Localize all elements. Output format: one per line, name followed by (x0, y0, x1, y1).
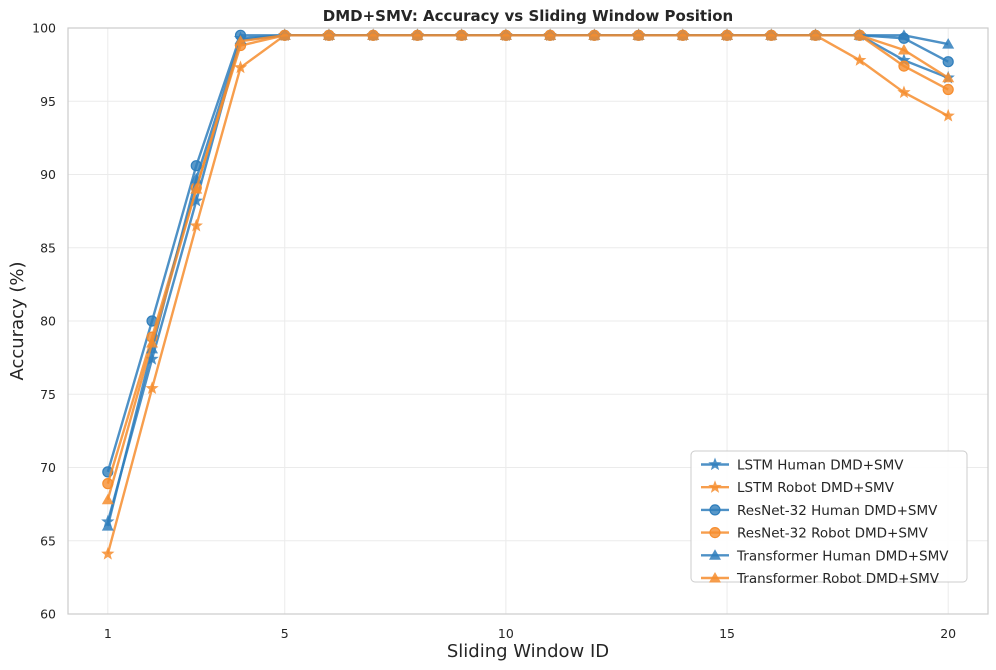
data-point (455, 29, 468, 40)
legend-entry: LSTM Robot DMD+SMV (701, 480, 895, 496)
data-point (189, 193, 203, 207)
y-tick-label: 85 (40, 240, 56, 255)
data-point (721, 29, 734, 40)
data-point (941, 108, 955, 122)
legend-entry: LSTM Human DMD+SMV (701, 457, 904, 474)
data-point (897, 85, 911, 99)
data-point (588, 29, 601, 40)
data-point (897, 43, 910, 55)
y-tick-label: 65 (40, 533, 56, 548)
data-point (942, 56, 954, 68)
legend-entry: Transformer Human DMD+SMV (701, 548, 949, 564)
legend-marker (709, 572, 721, 583)
data-point (145, 352, 159, 365)
legend-marker (708, 457, 722, 471)
data-point (146, 336, 159, 348)
y-tick-label: 60 (40, 607, 56, 622)
legend-entry: ResNet-32 Human DMD+SMV (701, 503, 938, 519)
data-point (189, 218, 203, 232)
data-point (632, 29, 645, 40)
data-point (544, 29, 557, 40)
data-point (234, 35, 247, 46)
data-point (101, 546, 115, 560)
legend-label: LSTM Human DMD+SMV (737, 458, 904, 474)
data-point (942, 83, 954, 96)
y-axis-label: Accuracy (%) (7, 261, 28, 380)
legend-label: ResNet-32 Robot DMD+SMV (737, 526, 929, 542)
data-point (278, 29, 291, 40)
x-tick-label: 5 (281, 626, 289, 641)
data-point (499, 29, 512, 40)
data-point (101, 493, 114, 505)
x-tick-label: 1 (104, 626, 112, 641)
x-tick-label: 20 (940, 626, 956, 641)
legend-box (690, 450, 968, 583)
data-point (411, 29, 424, 40)
legend-label: ResNet-32 Human DMD+SMV (737, 503, 938, 519)
data-point (765, 29, 778, 40)
legend-marker (709, 526, 721, 539)
series-5 (101, 29, 955, 505)
legend-label: Transformer Human DMD+SMV (736, 548, 949, 564)
data-point (233, 60, 248, 74)
legend-marker (709, 549, 721, 560)
series-line (106, 34, 949, 523)
data-point (853, 29, 866, 40)
data-point (145, 381, 159, 395)
legend-label: LSTM Robot DMD+SMV (737, 480, 895, 496)
legend: LSTM Human DMD+SMV LSTM Robot DMD+SMV ResN… (690, 450, 968, 587)
series-2 (102, 29, 954, 478)
y-tick-label: 95 (40, 94, 56, 109)
series-line (106, 34, 949, 501)
x-tick-label: 15 (719, 626, 735, 641)
data-point (853, 53, 867, 66)
data-point (809, 29, 822, 40)
chart-title: DMD+SMV: Accuracy vs Sliding Window Posi… (323, 7, 733, 25)
y-tick-label: 70 (40, 460, 56, 475)
legend-marker (709, 504, 721, 516)
data-point (676, 29, 689, 40)
legend-entry: Transformer Robot DMD+SMV (701, 571, 940, 587)
series-layer (101, 28, 955, 560)
data-point (897, 29, 910, 40)
x-axis-label: Sliding Window ID (447, 641, 609, 662)
data-point (322, 29, 335, 40)
data-point (898, 60, 910, 72)
data-point (190, 183, 203, 194)
plot-frame (67, 27, 989, 615)
y-tick-label: 75 (40, 387, 56, 402)
y-tick-label: 100 (32, 21, 56, 36)
data-point (101, 520, 114, 531)
data-point (942, 71, 955, 83)
y-tick-label: 90 (40, 167, 56, 182)
x-tick-label: 10 (498, 626, 514, 641)
legend-marker (708, 480, 722, 493)
data-point (942, 38, 955, 49)
series-3 (102, 29, 954, 490)
legend-entry: ResNet-32 Robot DMD+SMV (701, 526, 929, 542)
data-point (367, 29, 380, 40)
legend-label: Transformer Robot DMD+SMV (736, 571, 940, 587)
series-line (106, 34, 949, 484)
data-point (897, 53, 911, 66)
y-tick-label: 80 (40, 314, 56, 329)
